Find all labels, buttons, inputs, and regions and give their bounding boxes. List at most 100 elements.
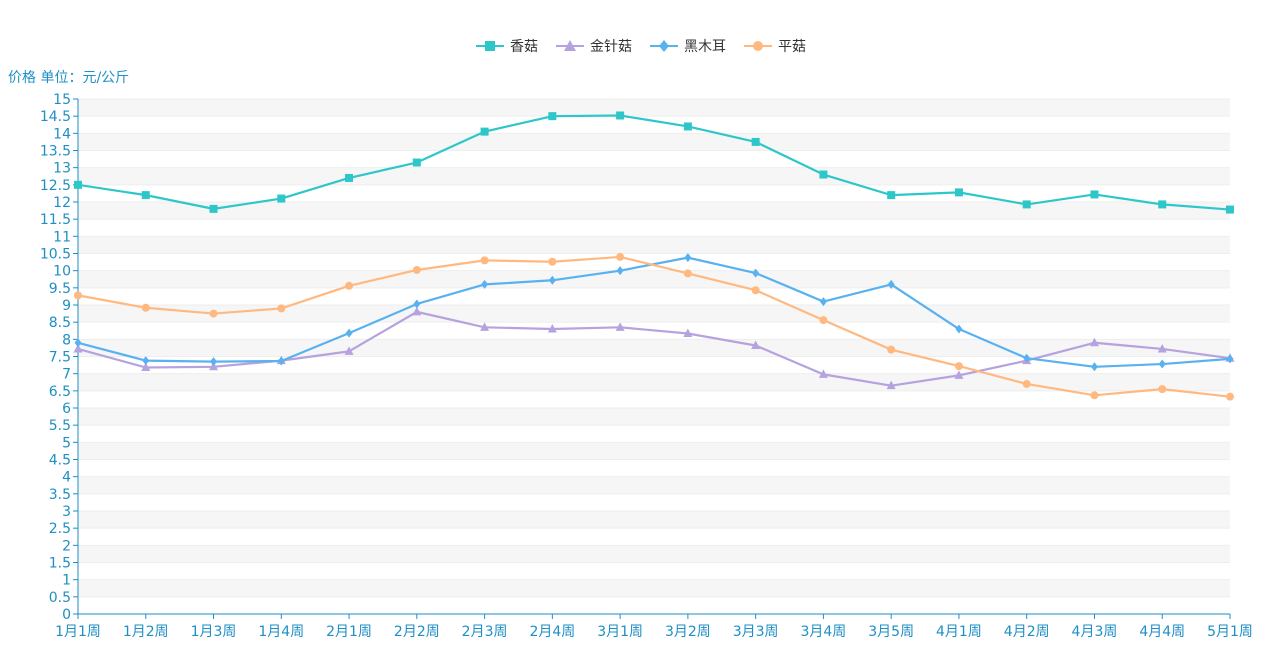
grid-band [78,99,1230,117]
data-point-diamond [955,324,963,334]
data-point-square [412,158,421,167]
data-point-diamond [74,338,82,348]
data-point-triangle [73,343,83,353]
data-point-diamond [1158,359,1166,369]
y-tick-label: 2 [62,538,71,554]
data-point-square [209,204,218,213]
data-point-square [345,173,354,182]
data-point-diamond [345,328,353,338]
data-point-circle [751,286,760,295]
square-marker-icon [476,41,504,51]
data-point-triangle [344,346,354,355]
x-tick-label: 1月1周 [55,624,101,640]
data-point-diamond [616,266,624,276]
grid-band [78,202,1230,220]
y-tick-label: 1 [62,573,71,589]
series-line-0 [77,114,1231,211]
data-point-square [74,180,82,189]
legend-item-xianggu[interactable]: 香菇 [476,36,538,56]
data-point-triangle [1089,337,1099,347]
legend-item-heimuer[interactable]: 黑木耳 [650,36,726,56]
y-tick-label: 3.5 [49,487,71,503]
y-tick-label: 13 [53,161,71,177]
y-tick-label: 10 [53,264,71,280]
y-tick-label: 2.5 [49,521,71,537]
y-tick-label: 11.5 [40,212,71,228]
data-point-circle [954,362,963,371]
data-point-circle [683,269,692,278]
data-point-circle [819,316,828,325]
grid-band [78,167,1230,185]
y-tick-label: 13.5 [40,144,71,160]
grid-band [78,270,1230,288]
y-tick-label: 11 [53,229,71,245]
data-point-square [1022,200,1031,209]
y-axis-title: 价格 单位：元/公斤 [8,70,130,86]
data-point-diamond [752,268,760,278]
x-tick-label: 3月5周 [868,624,914,640]
x-tick-label: 4月3周 [1072,624,1118,640]
grid-band [78,511,1230,529]
x-tick-label: 1月2周 [123,624,169,640]
triangle-marker-icon [556,40,584,51]
y-tick-label: 8.5 [49,315,71,331]
y-tick-label: 5 [62,435,71,451]
x-tick-label: 3月1周 [597,624,643,640]
data-point-triangle [818,369,828,378]
legend-label: 平菇 [778,39,806,55]
x-tick-label: 3月3周 [733,624,779,640]
x-tick-label: 1月4周 [258,624,304,640]
data-point-triangle [886,380,896,390]
y-tick-label: 14.5 [40,109,71,125]
data-point-circle [1090,391,1099,400]
data-point-triangle [683,328,693,337]
y-tick-label: 7 [62,367,71,383]
grid-band [78,339,1230,357]
data-point-square [277,194,286,203]
grid-band [78,545,1230,563]
diamond-marker-icon [650,40,678,52]
grid-band [78,476,1230,494]
data-point-square [616,111,625,120]
y-tick-label: 7.5 [49,350,71,366]
grid-band [78,305,1230,323]
data-point-square [480,127,489,136]
data-point-triangle [547,324,557,333]
x-tick-label: 2月3周 [462,624,508,640]
x-tick-label: 4月4周 [1139,624,1185,640]
data-point-circle [209,309,218,318]
legend: 香菇 金针菇 黑木耳 平菇 [0,36,1282,56]
data-point-diamond [1226,354,1234,364]
legend-item-pinggu[interactable]: 平菇 [744,36,806,56]
data-point-square [1090,190,1099,199]
x-tick-label: 5月1周 [1207,624,1253,640]
data-point-triangle [480,322,490,331]
data-point-circle [412,265,421,274]
data-point-circle [141,303,150,312]
data-point-diamond [684,253,692,263]
data-point-circle [548,257,557,266]
data-point-circle [1158,385,1167,394]
x-tick-label: 2月4周 [529,624,575,640]
grid-band [78,236,1230,254]
data-point-square [1158,200,1167,209]
circle-marker-icon [744,41,772,51]
x-tick-label: 2月1周 [326,624,372,640]
data-point-diamond [887,279,895,289]
data-point-diamond [1090,362,1098,372]
y-tick-label: 4 [62,470,71,486]
legend-label: 金针菇 [590,39,632,55]
y-tick-label: 3 [62,504,71,520]
data-point-triangle [141,362,151,371]
y-tick-label: 6.5 [49,384,71,400]
data-point-diamond [142,356,150,366]
grid-band [78,408,1230,426]
data-point-square [887,191,896,200]
data-point-square [141,191,150,200]
data-point-circle [1022,379,1031,388]
y-tick-label: 10.5 [40,247,71,263]
x-tick-label: 4月1周 [936,624,982,640]
data-point-triangle [1157,343,1167,353]
data-point-circle [887,345,896,354]
legend-item-jinzhengu[interactable]: 金针菇 [556,36,632,56]
